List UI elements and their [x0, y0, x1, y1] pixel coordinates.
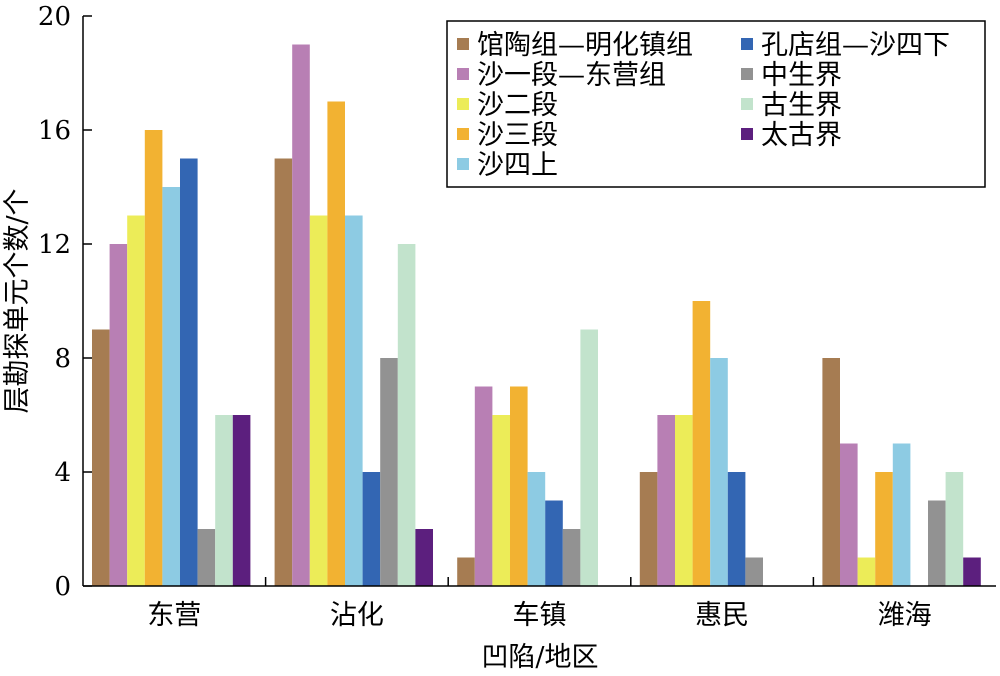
- y-tick-label: 0: [54, 572, 71, 602]
- bar: [380, 358, 398, 586]
- legend-swatch: [741, 68, 753, 80]
- x-tick-label: 惠民: [695, 600, 749, 631]
- bar: [457, 557, 475, 586]
- legend-swatch: [457, 98, 469, 110]
- x-tick-label: 沾化: [330, 600, 384, 631]
- legend-box: [446, 20, 986, 188]
- bar: [92, 329, 110, 586]
- bar: [857, 557, 876, 586]
- bar: [745, 557, 763, 586]
- legend-label: 古生界: [761, 90, 842, 121]
- legend-swatch: [457, 38, 469, 50]
- y-tick-label: 12: [38, 230, 71, 260]
- y-tick-label: 4: [54, 458, 71, 488]
- y-tick-label: 16: [38, 116, 71, 146]
- bar: [415, 529, 433, 586]
- bar: [963, 557, 981, 586]
- x-ticks: 东营 沾化 车镇 惠民 潍海: [147, 577, 932, 631]
- x-axis-title: 凹陷/地区: [481, 642, 598, 673]
- bar: [109, 244, 128, 586]
- bar: [274, 158, 293, 586]
- x-tick-label: 东营: [147, 600, 201, 631]
- x-tick-label: 潍海: [878, 600, 932, 631]
- bar: [892, 443, 911, 586]
- bar: [562, 529, 581, 586]
- bar: [928, 500, 946, 586]
- bar: [180, 158, 198, 586]
- bar: [197, 529, 216, 586]
- axes-group: [82, 16, 996, 587]
- bar: [215, 415, 233, 586]
- bar: [127, 215, 145, 586]
- bar: [710, 358, 728, 586]
- y-axis-title: 层勘探单元个数/个: [2, 188, 33, 413]
- bar: [292, 44, 310, 586]
- bar: [492, 415, 510, 586]
- bar: [639, 472, 658, 586]
- legend-swatch: [457, 68, 469, 80]
- legend-label: 孔店组—沙四下: [761, 30, 950, 61]
- legend-label: 沙二段: [477, 90, 558, 121]
- y-tick-label: 20: [38, 2, 71, 32]
- bar: [545, 500, 563, 586]
- bar: [675, 415, 693, 586]
- bar: [510, 386, 528, 586]
- bar: [692, 301, 711, 586]
- legend-label: 馆陶组—明化镇组: [477, 30, 693, 61]
- legend-label: 中生界: [761, 60, 842, 91]
- legend-swatch: [741, 38, 753, 50]
- legend-label: 沙三段: [477, 120, 558, 151]
- y-tick-label: 8: [54, 344, 71, 374]
- bar: [232, 415, 251, 586]
- legend-swatch: [457, 128, 469, 140]
- bar: [309, 215, 328, 586]
- bar: [822, 358, 840, 586]
- bar: [527, 472, 546, 586]
- bar: [727, 472, 746, 586]
- bar: [840, 443, 858, 586]
- bar: [580, 329, 598, 586]
- bar: [397, 244, 416, 586]
- bar: [657, 415, 675, 586]
- legend-swatch: [741, 128, 753, 140]
- legend-label: 沙四上: [477, 150, 558, 181]
- bar: [474, 386, 493, 586]
- y-ticks: 0 4 8 12 16 20: [38, 2, 92, 602]
- bar: [327, 101, 345, 586]
- bar: [144, 130, 163, 586]
- legend-swatch: [741, 98, 753, 110]
- legend-label: 太古界: [761, 120, 842, 151]
- bar: [945, 472, 964, 586]
- bar: [345, 215, 363, 586]
- bars-group: [92, 44, 981, 586]
- x-tick-label: 车镇: [513, 600, 567, 631]
- bar: [162, 187, 180, 586]
- bar: [875, 472, 893, 586]
- bar: [362, 472, 381, 586]
- legend-label: 沙一段—东营组: [477, 60, 666, 91]
- legend-swatch: [457, 158, 469, 170]
